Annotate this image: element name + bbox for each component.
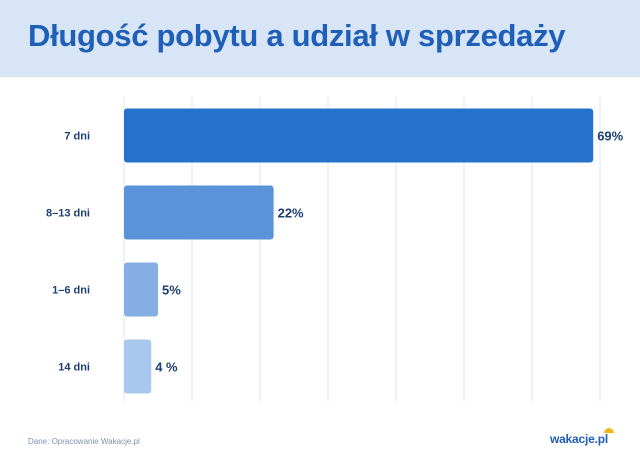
category-label: 8–13 dni	[46, 208, 90, 220]
bar	[124, 339, 152, 394]
value-label: 69%	[597, 129, 623, 144]
value-label: 22%	[278, 206, 304, 221]
labels: 7 dni 69% 8–13 dni 22% 1–6 dni 5% 14 dni 4 %	[46, 129, 624, 375]
category-label: 14 dni	[58, 362, 90, 374]
source-note: Dane: Opracowanie Wakacje.pl	[28, 437, 140, 446]
value-label: 4 %	[155, 360, 178, 375]
category-label: 7 dni	[64, 131, 90, 143]
value-label: 5%	[162, 283, 181, 298]
bars	[124, 108, 594, 394]
brand-sun-icon	[604, 428, 614, 433]
bar	[124, 108, 594, 163]
bar-chart: 7 dni 69% 8–13 dni 22% 1–6 dni 5% 14 dni 4 %	[46, 97, 624, 401]
category-label: 1–6 dni	[52, 285, 90, 297]
header-band	[0, 0, 640, 77]
bar	[124, 185, 274, 240]
chart-title: Długość pobytu a udział w sprzedaży	[28, 18, 566, 53]
brand-logo: wakacje.pl	[549, 432, 608, 446]
bar	[124, 262, 158, 317]
